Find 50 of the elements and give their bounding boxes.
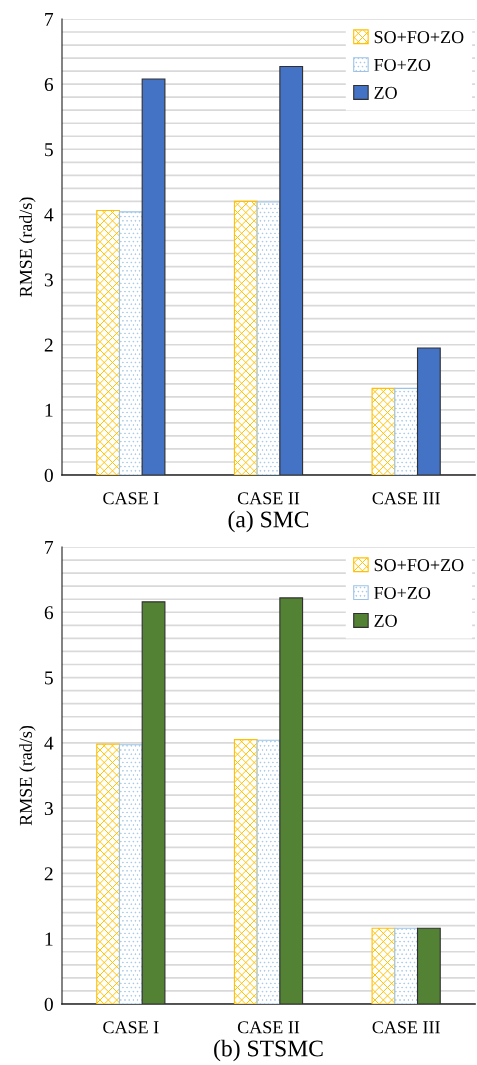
y-axis-title: RMSE (rad/s) [19,725,36,826]
bar [416,927,441,1004]
legend-label: FO+ZO [374,586,431,600]
legend-label: SO+FO+ZO [374,31,464,44]
y-tick-label: 4 [44,736,54,750]
bar [256,201,281,475]
bar [394,387,419,475]
bar [279,597,304,1004]
bar [118,211,143,475]
bar [416,347,441,475]
y-tick-label: 7 [45,13,54,26]
legend-label: ZO [374,614,397,627]
text: (b) STSMC [214,1039,323,1062]
y-tick-label: 6 [44,606,54,620]
bar [141,78,166,475]
y-axis-title: RMSE (rad/s) [19,197,36,297]
y-tick-label: 1 [45,403,53,417]
bar [96,743,121,1004]
bar [371,387,396,475]
x-tick-label: CASE II [237,492,300,505]
y-tick-label: 2 [44,338,53,352]
y-tick-label: 6 [44,78,54,92]
y-tick-label: 3 [44,273,53,287]
y-tick-label: 5 [45,143,53,157]
y-tick-label: 0 [44,997,53,1011]
bar [141,601,166,1004]
y-tick-label: 7 [45,541,54,554]
y-tick-label: 0 [44,468,53,482]
bar [118,744,143,1004]
y-tick-label: 4 [44,208,54,222]
x-tick-label: CASE III [372,492,440,505]
bar [96,209,121,475]
y-tick-label: 2 [44,867,53,881]
y-tick-label: 3 [44,802,53,816]
bar [279,65,304,475]
x-tick-label: CASE III [372,1021,440,1034]
y-tick-label: 1 [45,932,53,946]
x-tick-label: CASE I [103,492,159,505]
bar [233,200,258,475]
legend-label: FO+ZO [374,58,431,72]
legend-label: SO+FO+ZO [374,559,464,572]
x-tick-label: CASE II [237,1021,300,1034]
bar [233,739,258,1004]
text: (a) SMC [228,510,309,533]
y-tick-label: 5 [45,671,53,685]
legend-label: ZO [374,86,397,99]
bar [394,927,419,1004]
bar [371,927,396,1004]
bar [256,739,281,1004]
x-tick-label: CASE I [103,1021,159,1034]
